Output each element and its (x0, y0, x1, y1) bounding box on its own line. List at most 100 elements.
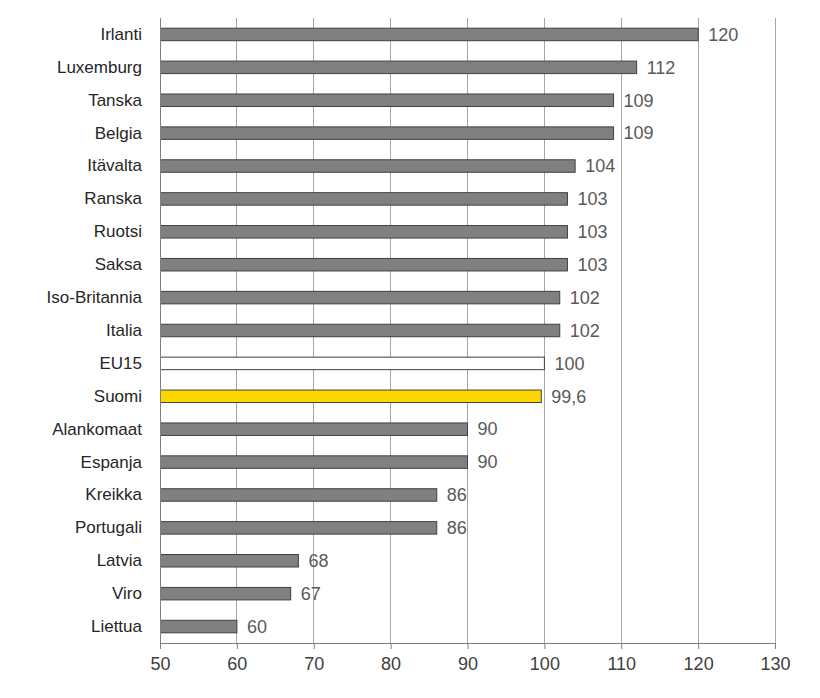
x-tick: 70 (304, 643, 324, 674)
data-label: 60 (247, 617, 267, 637)
category-label: Irlanti (100, 25, 142, 44)
data-label: 102 (570, 288, 600, 308)
data-label: 109 (624, 91, 654, 111)
category-label: EU15 (99, 354, 142, 373)
category-label: Kreikka (85, 485, 142, 504)
y-axis-line (160, 19, 161, 644)
category-label: Latvia (97, 551, 143, 570)
y-tick: Tanska (88, 91, 160, 110)
y-tick: Saksa (95, 255, 160, 274)
data-label: 103 (577, 255, 607, 275)
x-tick-label: 70 (304, 654, 324, 674)
data-label: 67 (301, 584, 321, 604)
x-tick-label: 100 (530, 654, 560, 674)
bar (160, 489, 437, 502)
bar (160, 94, 614, 107)
category-label: Belgia (95, 124, 143, 143)
data-labels: 12011210910910410310310310210210099,6909… (247, 25, 738, 637)
category-label: Itävalta (87, 156, 142, 175)
bar (160, 587, 291, 600)
bar (160, 127, 614, 140)
bar (160, 258, 567, 271)
y-tick: Itävalta (87, 156, 160, 175)
x-tick: 80 (381, 643, 401, 674)
y-tick: Liettua (91, 617, 160, 636)
y-tick: Ruotsi (94, 222, 160, 241)
grid (160, 18, 775, 643)
y-tick: Suomi (94, 387, 160, 406)
x-tick-label: 60 (227, 654, 247, 674)
x-axis-line (161, 644, 776, 650)
category-label: Iso-Britannia (47, 288, 143, 307)
data-label: 68 (308, 551, 328, 571)
grid-line (775, 18, 776, 643)
data-label: 103 (577, 222, 607, 242)
y-tick: Ranska (84, 189, 160, 208)
bar (160, 226, 567, 239)
category-label: Viro (112, 584, 142, 603)
data-label: 109 (624, 123, 654, 143)
bar (160, 193, 567, 206)
x-tick-mark (160, 643, 161, 649)
y-tick: Espanja (81, 453, 160, 472)
y-tick: Kreikka (85, 485, 160, 504)
category-label: Ranska (84, 189, 142, 208)
plot: 50 60 70 80 90 100 110 120 130 Irlanti Luxemburg Ta… (47, 18, 791, 674)
category-label: Saksa (95, 255, 143, 274)
category-label: Alankomaat (52, 420, 142, 439)
category-label: Espanja (81, 453, 143, 472)
x-tick: 110 (607, 643, 636, 674)
category-label: Suomi (94, 387, 142, 406)
data-label: 86 (447, 485, 467, 505)
bar (160, 456, 468, 469)
data-label: 103 (577, 189, 607, 209)
grid-line (621, 18, 622, 643)
x-tick-mark (237, 643, 238, 649)
data-label: 90 (478, 452, 498, 472)
y-tick: Portugali (75, 518, 160, 537)
category-label: Italia (106, 321, 142, 340)
y-tick: Belgia (95, 124, 160, 143)
x-tick-mark (544, 643, 545, 649)
bar (160, 423, 468, 436)
category-label: Liettua (91, 617, 143, 636)
y-tick: Viro (112, 584, 160, 603)
x-tick-mark (468, 643, 469, 649)
x-tick-mark (314, 643, 315, 649)
grid-line (698, 18, 699, 643)
y-tick: Latvia (97, 551, 160, 570)
chart: 50 60 70 80 90 100 110 120 130 Irlanti Luxemburg Ta… (0, 0, 820, 698)
bar (160, 555, 298, 568)
y-tick: Iso-Britannia (47, 288, 160, 307)
bar (160, 160, 575, 173)
x-tick: 90 (458, 643, 478, 674)
y-axis: Irlanti Luxemburg Tanska Belgia Itävalta Rans… (47, 19, 161, 644)
bar (160, 324, 560, 337)
x-tick: 100 (530, 643, 560, 674)
x-tick-label: 130 (760, 654, 790, 674)
x-tick-mark (391, 643, 392, 649)
y-tick: Alankomaat (52, 420, 160, 439)
data-label: 100 (554, 354, 584, 374)
data-label: 120 (708, 25, 738, 45)
data-label: 90 (478, 419, 498, 439)
x-tick-label: 50 (150, 654, 170, 674)
y-tick: Irlanti (100, 25, 160, 44)
x-tick: 60 (227, 643, 247, 674)
x-tick-mark (698, 643, 699, 649)
x-axis: 50 60 70 80 90 100 110 120 130 (150, 643, 790, 674)
grid-line (160, 18, 161, 643)
data-label: 86 (447, 518, 467, 538)
data-label: 102 (570, 321, 600, 341)
data-label: 112 (647, 58, 676, 78)
data-label: 104 (585, 156, 615, 176)
x-tick: 120 (684, 643, 714, 674)
y-tick: Italia (106, 321, 160, 340)
category-label: Luxemburg (57, 58, 142, 77)
category-label: Tanska (88, 91, 142, 110)
x-tick-label: 80 (381, 654, 401, 674)
x-tick-label: 90 (458, 654, 478, 674)
bar (160, 357, 544, 370)
bar (160, 522, 437, 535)
category-label: Ruotsi (94, 222, 142, 241)
